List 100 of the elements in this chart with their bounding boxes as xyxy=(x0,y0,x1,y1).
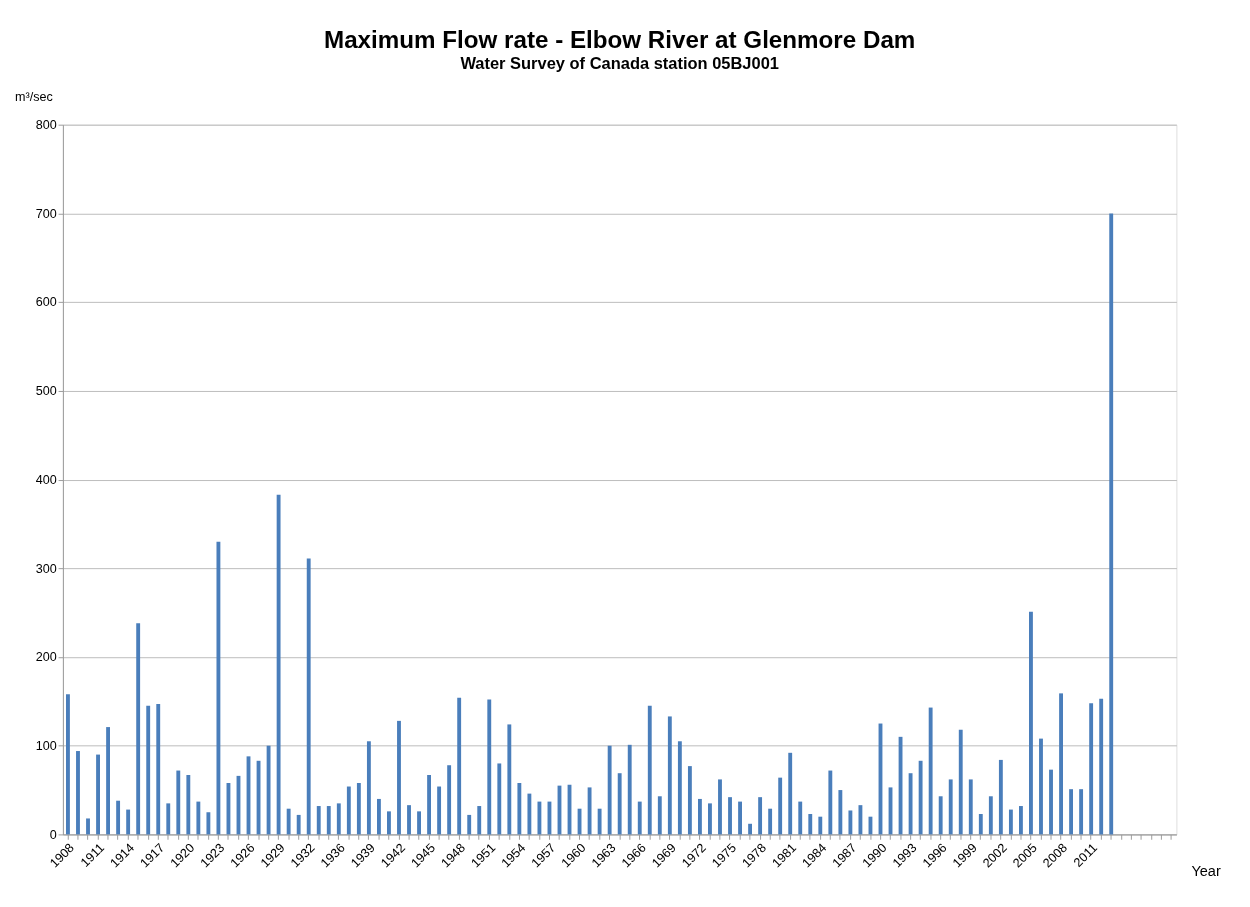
bar xyxy=(457,697,462,835)
bar xyxy=(336,803,341,835)
bar xyxy=(647,705,652,835)
bar xyxy=(407,805,411,835)
bar xyxy=(196,801,201,835)
bar xyxy=(286,808,291,835)
bar xyxy=(1109,213,1114,835)
bar xyxy=(206,812,211,835)
bar xyxy=(597,808,602,835)
bar xyxy=(697,798,702,835)
bar xyxy=(1089,703,1094,835)
bar xyxy=(76,751,80,835)
bar xyxy=(1099,698,1104,835)
y-tick-label: 700 xyxy=(35,206,57,221)
bar xyxy=(978,814,983,835)
bar xyxy=(1018,806,1023,835)
bar xyxy=(738,801,742,835)
bar xyxy=(657,796,662,835)
bar xyxy=(126,809,131,835)
bar xyxy=(1069,789,1074,835)
y-tick-label: 400 xyxy=(35,472,57,487)
bar xyxy=(1079,789,1084,835)
bar xyxy=(136,623,141,835)
bar xyxy=(316,806,321,835)
bar xyxy=(938,796,943,835)
bar xyxy=(758,797,763,835)
bar xyxy=(467,814,472,835)
bar xyxy=(828,770,833,835)
bar xyxy=(637,801,642,835)
bar xyxy=(166,803,171,835)
bar xyxy=(366,741,371,835)
bar xyxy=(427,774,432,835)
bar xyxy=(156,704,161,835)
bar xyxy=(1029,611,1033,835)
bar xyxy=(788,752,793,835)
bar xyxy=(346,786,351,835)
bar xyxy=(1039,738,1043,835)
bar xyxy=(306,558,311,835)
bar xyxy=(708,803,712,835)
bar xyxy=(537,801,542,835)
bar xyxy=(818,816,823,835)
bar xyxy=(66,694,70,835)
y-axis-title: m³/sec xyxy=(15,89,53,104)
bar xyxy=(687,766,692,835)
y-tick-label: 300 xyxy=(35,561,57,576)
bar xyxy=(848,810,853,835)
bar xyxy=(948,779,953,835)
bar xyxy=(186,774,191,835)
bar xyxy=(266,745,271,835)
bar xyxy=(617,773,622,835)
bar xyxy=(858,805,863,835)
bar xyxy=(487,699,492,835)
bar xyxy=(587,787,592,835)
bar xyxy=(447,765,452,835)
bar xyxy=(326,806,331,835)
bar xyxy=(507,724,512,835)
bar xyxy=(1049,769,1053,835)
bar xyxy=(627,744,632,835)
bar xyxy=(748,823,753,835)
bar xyxy=(176,770,181,835)
bar xyxy=(497,763,502,835)
bar xyxy=(988,796,993,835)
bar xyxy=(718,779,722,835)
bar xyxy=(296,814,301,835)
y-tick-label: 100 xyxy=(35,739,57,754)
bar xyxy=(356,782,361,835)
y-tick-label: 0 xyxy=(49,827,57,842)
bar xyxy=(86,818,90,835)
bar xyxy=(838,790,843,835)
bar xyxy=(397,720,401,835)
chart-subtitle: Water Survey of Canada station 05BJ001 xyxy=(460,53,779,72)
bar xyxy=(1059,693,1063,835)
bar xyxy=(778,777,783,835)
bar xyxy=(607,745,612,835)
bar xyxy=(808,814,813,835)
bar xyxy=(106,727,111,835)
bar xyxy=(677,741,682,835)
y-tick-label: 800 xyxy=(35,118,57,133)
bar xyxy=(768,808,773,835)
bar xyxy=(216,541,221,835)
bar xyxy=(667,716,672,835)
bar xyxy=(517,782,522,835)
bar xyxy=(376,798,381,835)
bar xyxy=(1008,809,1013,835)
y-tick-label: 500 xyxy=(35,384,57,399)
bar xyxy=(276,494,281,835)
bar xyxy=(387,811,391,835)
bar xyxy=(968,779,973,835)
bar xyxy=(918,760,923,835)
bar xyxy=(417,811,421,835)
bar xyxy=(958,729,963,835)
bar xyxy=(998,759,1003,835)
bar xyxy=(908,773,913,835)
y-tick-label: 600 xyxy=(35,295,57,310)
bar xyxy=(477,806,482,835)
chart-title: Maximum Flow rate - Elbow River at Glenmore Dam xyxy=(323,26,916,54)
bar xyxy=(146,705,151,835)
bar xyxy=(928,707,933,835)
bar xyxy=(728,797,732,835)
bar xyxy=(116,800,121,835)
